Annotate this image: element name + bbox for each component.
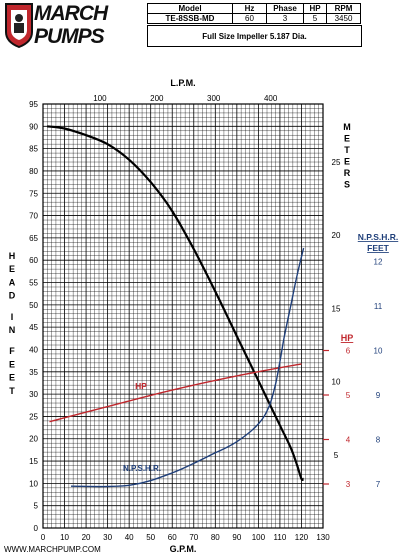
x-top-axis-label: L.P.M.: [170, 78, 195, 88]
y-tick-label: 10: [29, 479, 38, 488]
npshr-axis-label-unit: FEET: [367, 243, 390, 253]
y-tick-label: 80: [29, 167, 38, 176]
y-axis-label-char: A: [9, 277, 16, 287]
head-curve: [47, 125, 305, 481]
y-axis-label-char: H: [9, 251, 16, 261]
impeller-note: Full Size Impeller 5.187 Dia.: [147, 25, 362, 47]
x-tick-label: 80: [211, 533, 220, 542]
hp-curve-label: HP: [135, 381, 147, 391]
y-tick-label: 70: [29, 212, 38, 221]
x-tick-label: 100: [252, 533, 266, 542]
brand-name-line2: PUMPS: [34, 25, 105, 48]
y-axis-label-char: N: [9, 325, 16, 335]
y-axis-label-char: F: [9, 346, 15, 356]
shield-icon: [5, 3, 33, 48]
x-tick-label: 70: [189, 533, 198, 542]
specs-value-rpm: 3450: [326, 13, 361, 24]
y-tick-label: 35: [29, 368, 38, 377]
y-axis-label-char: E: [9, 359, 15, 369]
npshr-curve-label: N.P.S.H.R.: [123, 464, 161, 473]
y-tick-label: 85: [29, 145, 38, 154]
y-tick-label: 15: [29, 457, 38, 466]
x-tick-label: 110: [274, 533, 287, 542]
x-tick-label: 20: [82, 533, 91, 542]
y-tick-label: 95: [29, 100, 38, 109]
hp-tick-label: 6: [346, 347, 351, 356]
npshr-tick-label: 7: [376, 480, 381, 489]
hp-tick-label: 5: [346, 391, 351, 400]
npshr-curve: [70, 247, 305, 488]
specs-value-row: TE-8SSB-MD 60 3 5 3450: [147, 13, 361, 24]
x-top-tick-label: 300: [207, 94, 221, 103]
y-tick-label: 75: [29, 189, 38, 198]
y-axis-label-char: E: [9, 373, 15, 383]
specs-table: Model Hz Phase HP RPM TE-8SSB-MD 60 3 5 …: [147, 3, 361, 24]
meters-axis-label-char: R: [344, 168, 351, 178]
meters-axis-label-char: E: [344, 134, 350, 144]
meters-axis-label-char: T: [344, 145, 350, 155]
meters-axis-label-char: M: [343, 122, 351, 132]
npshr-tick-label: 8: [376, 436, 381, 445]
y-tick-label: 60: [29, 256, 38, 265]
x-tick-label: 130: [316, 533, 330, 542]
meters-axis-label-char: E: [344, 157, 350, 167]
y-tick-label: 20: [29, 435, 38, 444]
y-tick-label: 40: [29, 345, 38, 354]
meters-axis-label-char: S: [344, 180, 350, 190]
npshr-tick-label: 12: [374, 258, 383, 267]
hp-curve: [49, 363, 302, 423]
y-tick-label: 45: [29, 323, 38, 332]
y-axis-label-char: E: [9, 264, 15, 274]
y-tick-label: 90: [29, 122, 38, 131]
x-tick-label: 120: [295, 533, 309, 542]
meters-tick-label: 5: [334, 451, 339, 460]
plot-border: [42, 103, 324, 529]
hp-tick-label: 4: [346, 436, 351, 445]
x-tick-label: 30: [103, 533, 112, 542]
meters-tick-label: 25: [332, 158, 341, 167]
y-tick-label: 25: [29, 412, 38, 421]
y-tick-label: 0: [34, 524, 39, 533]
march-pumps-logo: MARCH PUMPS: [4, 2, 114, 50]
y-tick-label: 50: [29, 301, 38, 310]
npshr-axis-label: N.P.S.H.R.: [358, 232, 398, 242]
meters-tick-label: 20: [332, 231, 341, 240]
website-footer: WWW.MARCHPUMP.COM: [4, 545, 101, 554]
y-axis-label-char: D: [9, 291, 16, 301]
x-top-tick-label: 100: [93, 94, 107, 103]
x-tick-label: 60: [168, 533, 177, 542]
y-axis-label-char: I: [11, 312, 14, 322]
hp-tick-label: 3: [346, 480, 351, 489]
x-tick-label: 10: [60, 533, 69, 542]
brand-name-line1: MARCH: [34, 2, 108, 25]
npshr-tick-label: 10: [374, 347, 383, 356]
y-tick-label: 5: [34, 502, 39, 511]
y-tick-label: 30: [29, 390, 38, 399]
x-tick-label: 0: [41, 533, 46, 542]
meters-tick-label: 10: [332, 378, 341, 387]
x-top-tick-label: 400: [264, 94, 278, 103]
meters-tick-label: 15: [332, 304, 341, 313]
x-tick-label: 40: [125, 533, 134, 542]
y-tick-label: 55: [29, 279, 38, 288]
x-axis-label: G.P.M.: [170, 544, 197, 554]
y-tick-label: 65: [29, 234, 38, 243]
npshr-tick-label: 11: [374, 302, 383, 311]
x-tick-label: 50: [146, 533, 155, 542]
npshr-tick-label: 9: [376, 391, 381, 400]
x-tick-label: 90: [232, 533, 241, 542]
hp-axis-label: HP: [341, 333, 354, 343]
y-axis-label-char: T: [9, 386, 15, 396]
x-top-tick-label: 200: [150, 94, 164, 103]
